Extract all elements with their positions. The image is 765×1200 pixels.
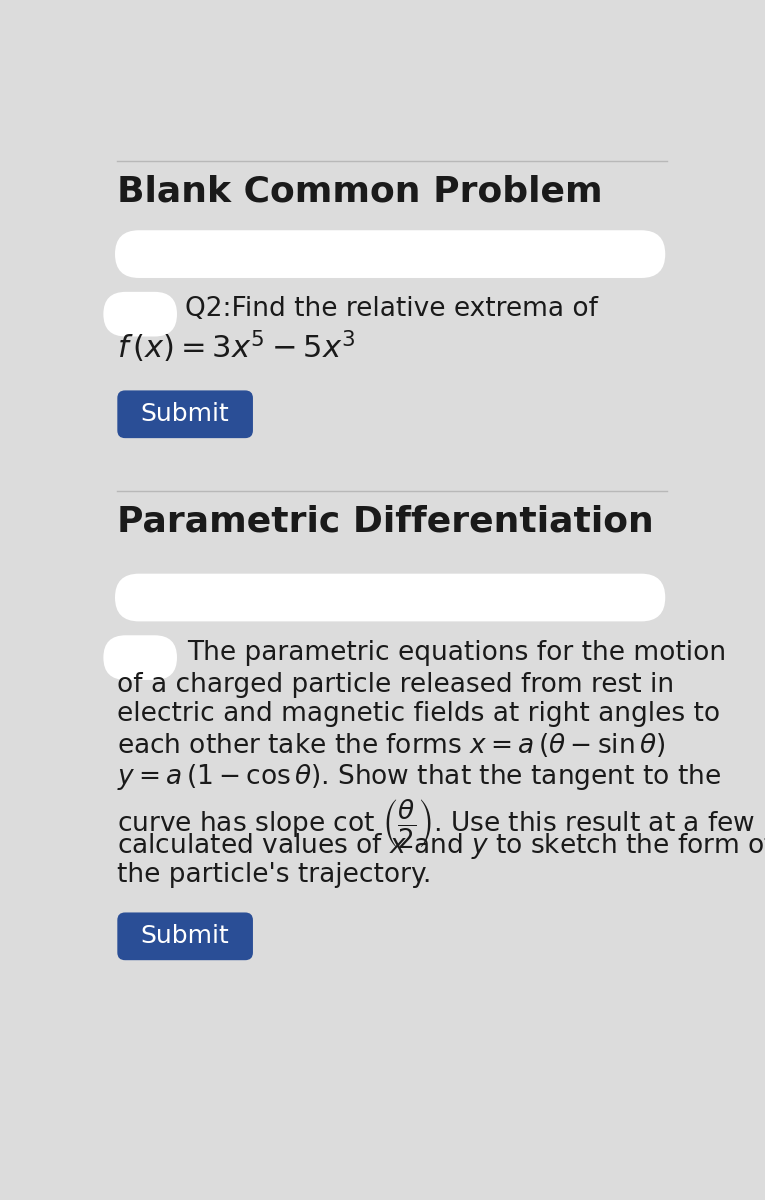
Text: of a charged particle released from rest in: of a charged particle released from rest… [117,672,675,698]
FancyBboxPatch shape [115,230,666,278]
Text: Blank Common Problem: Blank Common Problem [117,175,603,209]
Text: Q2:Find the relative extrema of: Q2:Find the relative extrema of [185,296,597,323]
FancyBboxPatch shape [103,635,177,680]
Text: curve has slope cot $\left(\dfrac{\theta}{2}\right)$. Use this result at a few: curve has slope cot $\left(\dfrac{\theta… [117,797,756,850]
Text: Submit: Submit [140,402,230,426]
Text: The parametric equations for the motion: The parametric equations for the motion [187,640,726,666]
Text: $y = a\,(1 - \cos\theta)$. Show that the tangent to the: $y = a\,(1 - \cos\theta)$. Show that the… [117,762,721,792]
FancyBboxPatch shape [115,574,666,622]
Text: $f\,(x) = 3x^5 - 5x^3$: $f\,(x) = 3x^5 - 5x^3$ [117,329,356,365]
FancyBboxPatch shape [117,390,253,438]
Text: Submit: Submit [140,924,230,948]
Text: each other take the forms $x = a\,(\theta - \sin\theta)$: each other take the forms $x = a\,(\thet… [117,731,666,758]
FancyBboxPatch shape [103,292,177,336]
Text: the particle's trajectory.: the particle's trajectory. [117,862,431,888]
Text: calculated values of $x$ and $y$ to sketch the form of: calculated values of $x$ and $y$ to sket… [117,830,765,860]
Text: Parametric Differentiation: Parametric Differentiation [117,504,654,539]
Text: electric and magnetic fields at right angles to: electric and magnetic fields at right an… [117,702,721,727]
FancyBboxPatch shape [117,912,253,960]
